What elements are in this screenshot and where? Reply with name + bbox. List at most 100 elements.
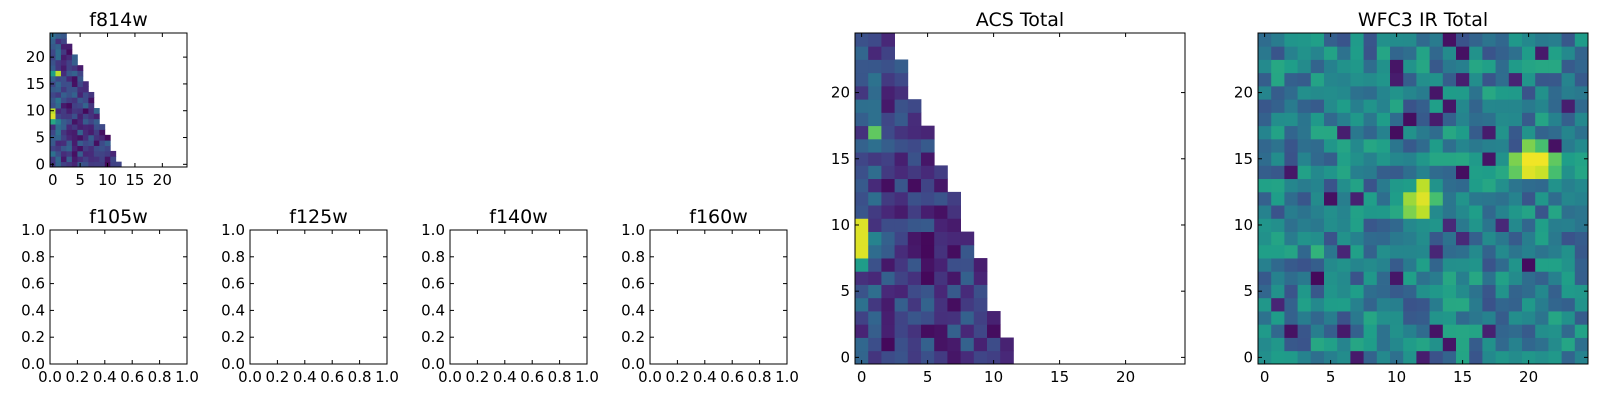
heatmap-cell bbox=[1535, 59, 1549, 74]
y-tick-label: 0.8 bbox=[421, 248, 445, 266]
heatmap-cell bbox=[82, 145, 89, 152]
y-tick-label: 20 bbox=[831, 84, 850, 102]
heatmap-cell bbox=[1548, 125, 1562, 140]
heatmap-cell bbox=[1390, 324, 1404, 338]
heatmap-cell bbox=[881, 165, 895, 180]
heatmap-cell bbox=[110, 150, 117, 157]
heatmap-cell bbox=[987, 324, 1001, 338]
heatmap-cell bbox=[60, 118, 67, 125]
heatmap-cell bbox=[1271, 337, 1285, 352]
heatmap-cell bbox=[1482, 284, 1496, 299]
heatmap-cell bbox=[1337, 337, 1351, 352]
heatmap-cell bbox=[1271, 231, 1285, 246]
heatmap-cell bbox=[88, 145, 95, 152]
heatmap-cell bbox=[66, 86, 73, 93]
heatmap-cell bbox=[1429, 297, 1444, 312]
heatmap-cell bbox=[1508, 152, 1523, 166]
heatmap-cell bbox=[1548, 72, 1562, 87]
heatmap-cell bbox=[881, 178, 895, 193]
heatmap-cell bbox=[1363, 258, 1378, 272]
heatmap-cell bbox=[1416, 99, 1430, 113]
heatmap-cell bbox=[104, 156, 111, 163]
heatmap-cell bbox=[960, 231, 975, 246]
heatmap-cell bbox=[1337, 33, 1351, 47]
heatmap-cell bbox=[55, 49, 62, 55]
heatmap-cell bbox=[1469, 138, 1483, 153]
heatmap-cell bbox=[66, 75, 73, 82]
heatmap-cell bbox=[1522, 218, 1536, 232]
heatmap-cell bbox=[1350, 125, 1364, 140]
heatmap-cell bbox=[1574, 59, 1589, 74]
heatmap-cell bbox=[1337, 258, 1351, 272]
heatmap-cell bbox=[1271, 350, 1285, 365]
heatmap-cell bbox=[881, 33, 895, 47]
heatmap-cell bbox=[1310, 72, 1325, 87]
x-tick-label: 0.2 bbox=[265, 368, 289, 386]
heatmap-cell bbox=[1000, 337, 1014, 352]
heatmap-cell bbox=[1324, 191, 1338, 206]
heatmap-cell bbox=[1376, 152, 1391, 166]
heatmap-cell bbox=[1535, 244, 1549, 259]
heatmap-cell bbox=[1403, 85, 1417, 100]
heatmap-cell bbox=[66, 113, 73, 120]
heatmap-cell bbox=[1258, 311, 1272, 325]
heatmap-cell bbox=[1548, 33, 1562, 47]
heatmap-cell bbox=[1258, 33, 1272, 47]
heatmap-cell bbox=[1456, 138, 1470, 153]
heatmap-cell bbox=[1310, 46, 1325, 60]
heatmap-cell bbox=[1508, 99, 1523, 113]
heatmap-cell bbox=[1561, 205, 1576, 219]
heatmap-cell bbox=[1258, 244, 1272, 259]
heatmap-cell bbox=[973, 350, 988, 365]
heatmap-cell bbox=[55, 156, 62, 163]
heatmap-cell bbox=[921, 244, 935, 259]
heatmap-cell bbox=[1363, 72, 1378, 87]
heatmap-cell bbox=[55, 75, 62, 82]
heatmap-cell bbox=[1469, 99, 1483, 113]
heatmap-cell bbox=[71, 75, 78, 82]
heatmap-cell bbox=[1271, 99, 1285, 113]
heatmap-cell bbox=[894, 258, 909, 272]
heatmap-cell bbox=[1310, 59, 1325, 74]
heatmap-cell bbox=[868, 271, 882, 285]
heatmap-cell bbox=[1508, 218, 1523, 232]
heatmap-cell bbox=[1469, 165, 1483, 180]
heatmap-cell bbox=[66, 161, 73, 168]
heatmap-cell bbox=[1416, 59, 1430, 74]
heatmap-cell bbox=[1574, 191, 1589, 206]
heatmap-cell bbox=[1574, 284, 1589, 299]
heatmap-cell bbox=[1284, 112, 1298, 127]
heatmap-cell bbox=[1429, 311, 1444, 325]
heatmap-cell bbox=[1548, 311, 1562, 325]
heatmap-cell bbox=[855, 244, 869, 259]
heatmap-cell bbox=[855, 138, 869, 153]
heatmap-cell bbox=[1324, 311, 1338, 325]
heatmap-cell bbox=[1350, 46, 1364, 60]
heatmap-cell bbox=[1284, 33, 1298, 47]
heatmap-cell bbox=[1429, 205, 1444, 219]
heatmap-cell bbox=[55, 54, 62, 61]
heatmap-cell bbox=[1403, 152, 1417, 166]
heatmap-cell bbox=[1416, 284, 1430, 299]
heatmap-cell bbox=[855, 152, 869, 166]
heatmap-cell bbox=[1508, 244, 1523, 259]
heatmap-cell bbox=[1310, 125, 1325, 140]
heatmap-cell bbox=[1442, 85, 1457, 100]
heatmap-cell bbox=[55, 108, 62, 114]
heatmap-cell bbox=[1403, 218, 1417, 232]
heatmap-cell bbox=[894, 112, 909, 127]
heatmap-cell bbox=[1310, 205, 1325, 219]
heatmap-cell bbox=[1469, 46, 1483, 60]
heatmap-cell bbox=[1258, 324, 1272, 338]
heatmap-cell bbox=[99, 124, 106, 130]
heatmap-cell bbox=[60, 156, 67, 163]
heatmap-cell bbox=[1258, 191, 1272, 206]
heatmap-cell bbox=[1442, 59, 1457, 74]
heatmap-cell bbox=[1482, 218, 1496, 232]
heatmap-cell bbox=[1297, 311, 1312, 325]
heatmap-cell bbox=[88, 124, 95, 130]
x-tick-label: 0.8 bbox=[348, 368, 372, 386]
heatmap-cell bbox=[1350, 284, 1364, 299]
heatmap-cell bbox=[1363, 350, 1378, 365]
heatmap-cell bbox=[1522, 165, 1536, 180]
